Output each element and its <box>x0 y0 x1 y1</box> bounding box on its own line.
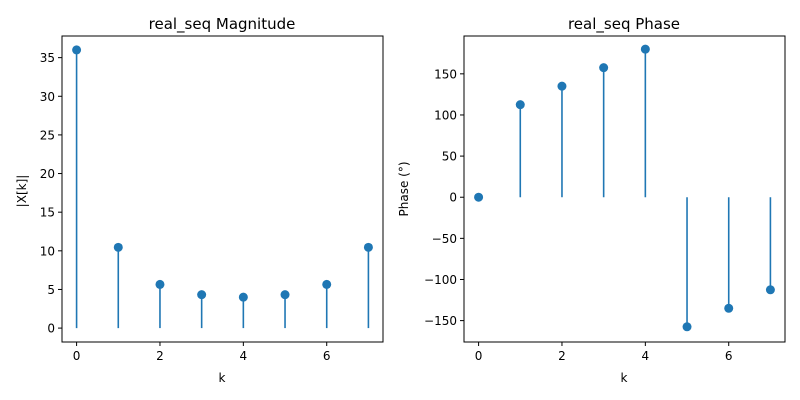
magnitude-y-ticks: 0 5 10 15 20 25 30 35 <box>40 51 62 336</box>
phase-xlabel: k <box>621 371 628 385</box>
magnitude-marker-2 <box>155 279 165 289</box>
phase-marker-5 <box>682 322 692 332</box>
magnitude-x-tick-label: 2 <box>156 349 164 363</box>
phase-marker-1 <box>515 100 525 110</box>
phase-marker-4 <box>640 44 650 54</box>
phase-x-tick-label: 2 <box>558 349 566 363</box>
phase-y-tick-label: −50 <box>432 232 457 246</box>
magnitude-marker-1 <box>113 242 123 252</box>
magnitude-marker-6 <box>322 279 332 289</box>
magnitude-marker-4 <box>238 292 248 302</box>
magnitude-y-tick-label: 30 <box>40 90 55 104</box>
magnitude-marker-5 <box>280 290 290 300</box>
magnitude-y-tick-label: 10 <box>40 244 55 258</box>
phase-marker-2 <box>557 81 567 91</box>
magnitude-title: real_seq Magnitude <box>149 15 296 34</box>
magnitude-stems <box>72 45 373 329</box>
phase-marker-6 <box>724 303 734 313</box>
magnitude-x-tick-label: 6 <box>323 349 331 363</box>
magnitude-x-tick-label: 0 <box>73 349 81 363</box>
phase-x-ticks: 0 2 4 6 <box>475 342 733 363</box>
magnitude-y-tick-label: 25 <box>40 128 55 142</box>
phase-stems <box>474 44 775 332</box>
phase-y-tick-label: 50 <box>442 150 457 164</box>
phase-y-tick-label: 100 <box>434 108 457 122</box>
magnitude-x-ticks: 0 2 4 6 <box>73 342 331 363</box>
phase-marker-7 <box>765 285 775 295</box>
magnitude-xlabel: k <box>219 371 226 385</box>
phase-y-tick-label: −100 <box>424 273 457 287</box>
magnitude-x-tick-label: 4 <box>240 349 248 363</box>
magnitude-marker-7 <box>363 242 373 252</box>
phase-y-ticks: −150 −100 −50 0 50 100 150 <box>424 67 464 328</box>
magnitude-axes-frame <box>61 35 384 343</box>
magnitude-ylabel: |X[k]| <box>15 175 29 208</box>
phase-x-tick-label: 0 <box>475 349 483 363</box>
phase-marker-3 <box>599 63 609 73</box>
phase-ylabel: Phase (°) <box>397 161 411 216</box>
magnitude-y-tick-label: 20 <box>40 167 55 181</box>
phase-y-tick-label: −150 <box>424 314 457 328</box>
magnitude-y-tick-label: 0 <box>47 322 55 336</box>
phase-title: real_seq Phase <box>568 15 680 34</box>
magnitude-y-tick-label: 5 <box>47 283 55 297</box>
phase-x-tick-label: 4 <box>642 349 650 363</box>
phase-y-tick-label: 150 <box>434 67 457 81</box>
phase-y-tick-label: 0 <box>449 191 457 205</box>
phase-marker-0 <box>474 192 484 202</box>
magnitude-marker-0 <box>72 45 82 55</box>
phase-axes-frame <box>463 35 786 343</box>
magnitude-y-tick-label: 35 <box>40 51 55 65</box>
magnitude-y-tick-label: 15 <box>40 206 55 220</box>
phase-panel: real_seq Phase k Phase (°) 0 2 4 6 −150 −100… <box>397 15 786 385</box>
phase-x-tick-label: 6 <box>725 349 733 363</box>
magnitude-panel: real_seq Magnitude k |X[k]| 0 2 4 6 0 5 10 15 2… <box>15 15 384 385</box>
magnitude-marker-3 <box>197 290 207 300</box>
